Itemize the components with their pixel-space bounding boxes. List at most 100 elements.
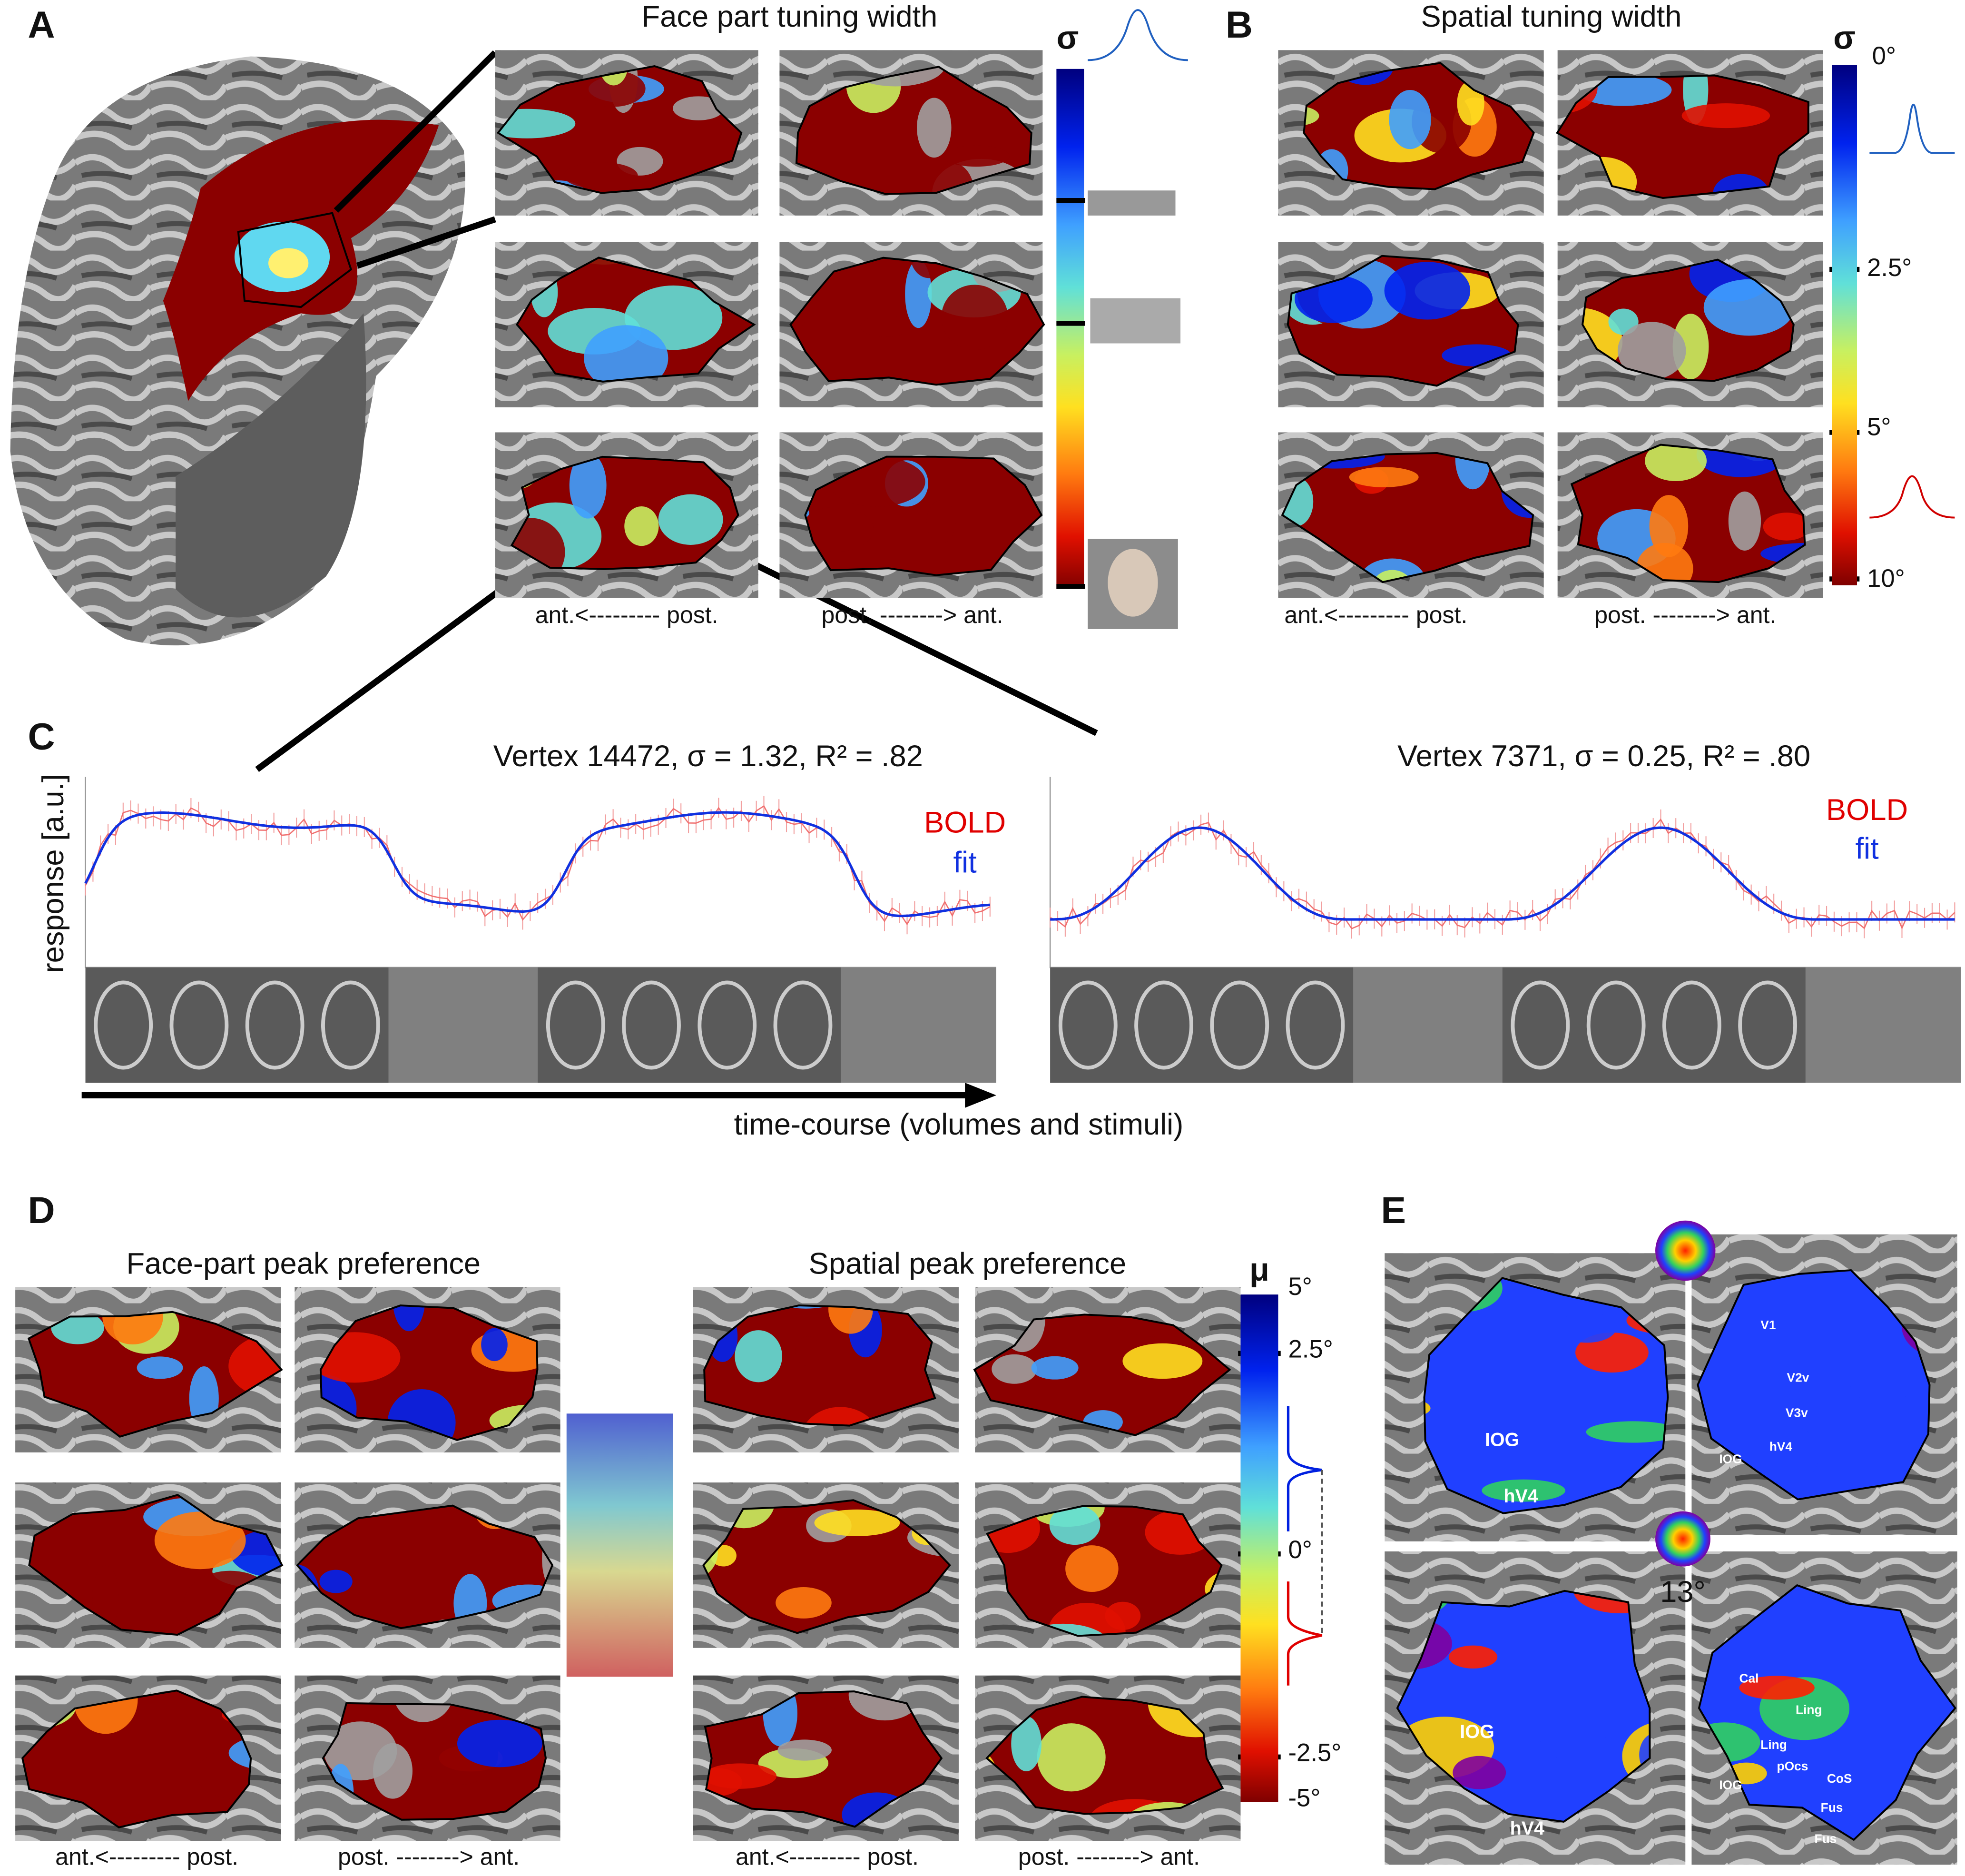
activation-spot	[1763, 513, 1805, 541]
activation-spot	[926, 500, 956, 543]
activation-spot	[563, 162, 638, 189]
activation-spot	[1453, 1756, 1506, 1789]
face-stripe	[1210, 980, 1269, 1070]
roi-outline	[516, 257, 756, 383]
activation-spot	[393, 1703, 453, 1722]
colorbar-label: 2.5°	[1288, 1335, 1333, 1363]
activation-spot	[1122, 1343, 1203, 1379]
panel-title: Face-part peak preference	[126, 1247, 481, 1280]
roi-label: Ling	[1796, 1702, 1822, 1717]
brain-tile	[495, 432, 758, 598]
brain-tile	[693, 1287, 959, 1452]
activation-spot	[457, 1719, 542, 1767]
brain-tile	[1278, 242, 1544, 407]
roi-outline	[1281, 452, 1534, 583]
activation-spot	[814, 1509, 900, 1536]
roi-label: IOG	[1460, 1721, 1494, 1742]
axis-label: ant.<--------- post.	[736, 1843, 919, 1870]
roi-outline	[704, 1690, 943, 1828]
legend-entry: fit	[1856, 832, 1879, 866]
brain-tile	[295, 1675, 560, 1841]
face-stripe	[1286, 980, 1345, 1070]
panel-label: A	[28, 3, 55, 46]
activation-spot	[1847, 1338, 1917, 1405]
roi-outline	[804, 455, 1043, 576]
axis-frame	[85, 777, 996, 968]
roi-outline	[28, 1494, 284, 1636]
brain-tile	[1557, 242, 1823, 407]
colorbar	[1240, 1294, 1278, 1802]
activation-spot	[941, 285, 1008, 350]
brain-tile	[1278, 432, 1544, 598]
activation-spot	[1049, 1506, 1100, 1545]
brain-tile	[15, 1675, 281, 1841]
face-stripe	[169, 980, 229, 1070]
colorbar	[1832, 65, 1857, 585]
face-stripe	[245, 980, 305, 1070]
face-stripe	[622, 980, 681, 1070]
roi-label: V1	[1760, 1318, 1776, 1332]
colorbar-symbol: σ	[1833, 19, 1856, 56]
tile-grid	[15, 50, 1957, 1865]
activation-spot	[1031, 1356, 1079, 1380]
activation-spot	[910, 257, 948, 278]
roi-label: V3v	[1786, 1405, 1808, 1420]
brain-tile	[975, 1482, 1241, 1648]
roi-outline	[496, 65, 743, 194]
brain-tile	[1278, 50, 1544, 216]
face-stripe	[1058, 980, 1118, 1070]
eccentricity-icon	[1655, 1511, 1710, 1567]
activation-spot	[805, 507, 874, 552]
roi-outline	[789, 257, 1045, 386]
activation-spot	[481, 1328, 508, 1362]
brain-tile	[779, 50, 1043, 216]
roi-outline	[1423, 1277, 1669, 1514]
roi-outline	[973, 1313, 1231, 1436]
roi-outline	[1556, 74, 1809, 199]
activation-spot	[584, 325, 668, 382]
face-stripe	[1511, 980, 1570, 1070]
activation-spot	[1065, 1545, 1119, 1592]
roi-outline	[985, 1696, 1224, 1815]
activation-spot	[154, 1511, 246, 1570]
brain-tile	[779, 432, 1043, 598]
brain-tile	[1385, 1551, 1686, 1865]
face-stripe	[773, 980, 833, 1070]
face-stripe	[1662, 980, 1721, 1070]
plot-title: Vertex 14472, σ = 1.32, R² = .82	[493, 740, 923, 773]
panel-title: Face part tuning width	[642, 0, 938, 33]
roi-label: Cal	[1739, 1671, 1759, 1686]
brain-render	[10, 56, 465, 646]
roi-outline	[1396, 1590, 1651, 1823]
roi-outline	[795, 66, 1032, 195]
bold-trace	[85, 805, 991, 926]
activation-spot	[1349, 467, 1419, 487]
face-stripe	[1134, 980, 1193, 1070]
face-stripe	[546, 980, 605, 1070]
face-stripe	[1586, 980, 1646, 1070]
eccentricity-label: 13°	[1660, 1575, 1706, 1609]
roi-outline	[702, 1499, 951, 1634]
roi-label: CoS	[1827, 1771, 1852, 1786]
axis-label: post. --------> ant.	[1018, 1843, 1200, 1870]
x-axis-label: time-course (volumes and stimuli)	[734, 1108, 1184, 1141]
panel-title: Spatial tuning width	[1421, 0, 1682, 33]
brain-tile	[15, 1287, 283, 1452]
roi-outline	[1582, 258, 1795, 382]
activation-spot	[579, 70, 646, 107]
brain-tile	[495, 242, 758, 407]
activation-spot	[917, 98, 952, 158]
plot-title: Vertex 7371, σ = 0.25, R² = .80	[1397, 740, 1810, 773]
legend-entry: BOLD	[1826, 793, 1908, 827]
bold-trace	[1050, 818, 1955, 930]
colorbar-label: -5°	[1288, 1784, 1321, 1812]
roi-outline	[1303, 62, 1535, 190]
brain-tile	[295, 1482, 560, 1648]
activation-spot	[860, 315, 911, 337]
axis-label: post. --------> ant.	[821, 602, 1003, 628]
roi-label: IOG	[1485, 1430, 1519, 1451]
activation-spot	[1728, 491, 1761, 551]
fit-curve	[84, 811, 991, 918]
axis-label: ant.<--------- post.	[55, 1843, 238, 1870]
